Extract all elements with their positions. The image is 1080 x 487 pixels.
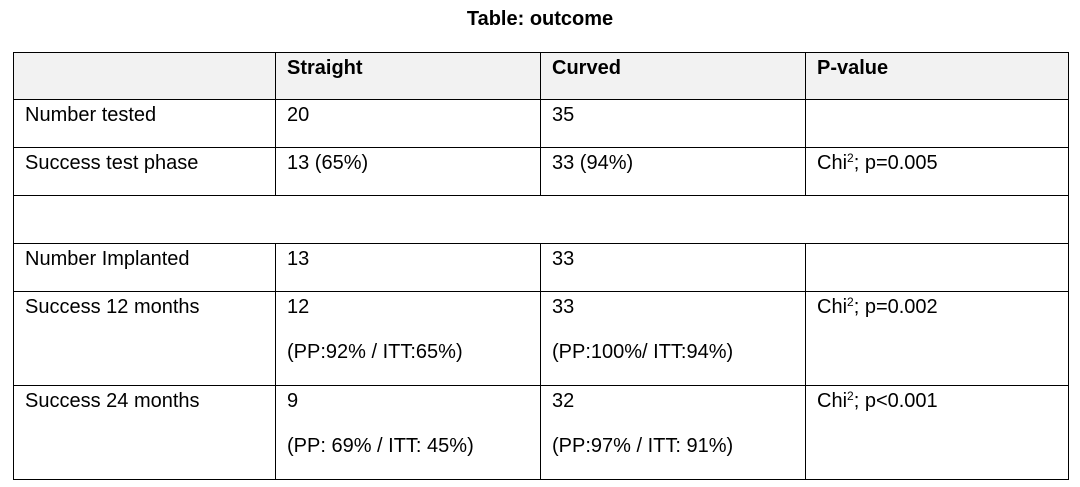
p-value-text: ; p=0.002 xyxy=(853,296,938,318)
superscript-two: 2 xyxy=(847,295,854,309)
straight-value: 12 xyxy=(287,296,310,318)
p-value-cell xyxy=(805,243,1069,292)
superscript-two: 2 xyxy=(847,151,854,165)
curved-cell: 32 (PP:97% / ITT: 91%) xyxy=(540,385,806,480)
straight-value: 13 xyxy=(275,243,541,292)
straight-detail: (PP:92% / ITT:65%) xyxy=(287,341,463,363)
p-value-cell xyxy=(805,99,1069,148)
p-value-text: ; p=0.005 xyxy=(853,152,938,174)
curved-value: 33 xyxy=(540,243,806,292)
p-value-text: ; p<0.001 xyxy=(853,390,938,412)
superscript-two: 2 xyxy=(847,389,854,403)
row-label-number-implanted: Number Implanted xyxy=(13,243,276,292)
table-title: Table: outcome xyxy=(466,8,614,30)
p-value-cell: Chi2; p<0.001 xyxy=(805,385,1069,480)
header-cell-empty xyxy=(13,52,276,100)
table-row: Success test phase 13 (65%) 33 (94%) Chi… xyxy=(13,147,1069,196)
straight-value: 20 xyxy=(275,99,541,148)
row-label-success-test-phase: Success test phase xyxy=(13,147,276,196)
straight-value: 13 (65%) xyxy=(275,147,541,196)
row-label-success-24-months: Success 24 months xyxy=(13,385,276,480)
curved-value: 33 xyxy=(552,296,575,318)
header-cell-curved: Curved xyxy=(540,52,806,100)
straight-cell: 12 (PP:92% / ITT:65%) xyxy=(275,291,541,386)
spacer-row xyxy=(13,195,1069,244)
curved-value: 33 (94%) xyxy=(540,147,806,196)
curved-detail: (PP:100%/ ITT:94%) xyxy=(552,341,734,363)
table-row: Success 12 months 12 (PP:92% / ITT:65%) 3… xyxy=(13,291,1069,386)
p-value-test-name: Chi xyxy=(817,296,848,318)
p-value-cell: Chi2; p=0.002 xyxy=(805,291,1069,386)
p-value-test-name: Chi xyxy=(817,390,848,412)
header-cell-straight: Straight xyxy=(275,52,541,100)
row-label-number-tested: Number tested xyxy=(13,99,276,148)
straight-cell: 9 (PP: 69% / ITT: 45%) xyxy=(275,385,541,480)
table-row: Number tested 20 35 xyxy=(13,99,1069,148)
header-cell-p-value: P-value xyxy=(805,52,1069,100)
table-row: Success 24 months 9 (PP: 69% / ITT: 45%) … xyxy=(13,385,1069,480)
outcome-table: Straight Curved P-value Number tested 20… xyxy=(13,52,1069,480)
p-value-test-name: Chi xyxy=(817,152,848,174)
curved-detail: (PP:97% / ITT: 91%) xyxy=(552,435,734,457)
straight-detail: (PP: 69% / ITT: 45%) xyxy=(287,435,474,457)
curved-cell: 33 (PP:100%/ ITT:94%) xyxy=(540,291,806,386)
spacer-cell xyxy=(13,195,1069,244)
header-row: Straight Curved P-value xyxy=(13,52,1069,100)
curved-value: 35 xyxy=(540,99,806,148)
table-row: Number Implanted 13 33 xyxy=(13,243,1069,292)
row-label-success-12-months: Success 12 months xyxy=(13,291,276,386)
straight-value: 9 xyxy=(287,390,299,412)
curved-value: 32 xyxy=(552,390,575,412)
p-value-cell: Chi2; p=0.005 xyxy=(805,147,1069,196)
